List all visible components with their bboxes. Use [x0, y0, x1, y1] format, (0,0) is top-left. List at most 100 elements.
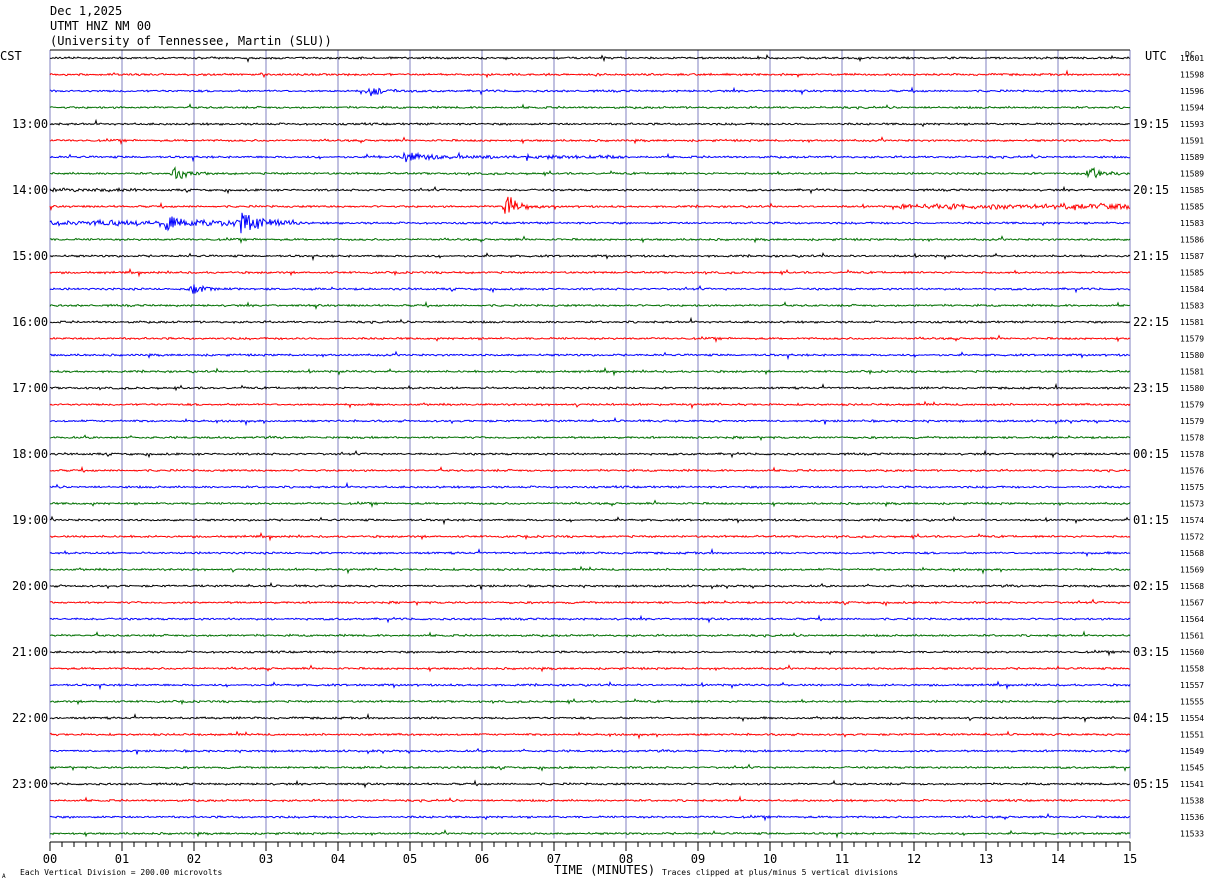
- dc-value-label: 11545: [1180, 764, 1204, 773]
- trace-line: [49, 400, 1131, 410]
- left-hour-label: 19:00: [12, 513, 48, 527]
- x-tick-label: 15: [1123, 852, 1137, 866]
- dc-value-label: 11576: [1180, 467, 1204, 476]
- dc-value-label: 11558: [1180, 665, 1204, 674]
- trace-line: [49, 350, 1131, 361]
- trace-line: [49, 515, 1131, 526]
- trace-line: [49, 69, 1131, 79]
- dc-value-label: 11573: [1180, 500, 1204, 509]
- clip-note: Traces clipped at plus/minus 5 vertical …: [662, 868, 898, 877]
- dc-value-label: 11551: [1180, 731, 1204, 740]
- x-tick-label: 05: [403, 852, 417, 866]
- dc-value-label: 11593: [1180, 120, 1204, 129]
- dc-value-label: 11583: [1180, 219, 1204, 228]
- dc-value-label: 11538: [1180, 797, 1204, 806]
- trace-line: [49, 747, 1131, 755]
- x-tick-label: 02: [187, 852, 201, 866]
- dc-value-label: 11585: [1180, 203, 1204, 212]
- trace-line: [49, 481, 1131, 489]
- dc-value-label: 11591: [1180, 137, 1204, 146]
- trace-line: [49, 698, 1131, 706]
- x-tick-label: 00: [43, 852, 57, 866]
- dc-value-label: 11569: [1180, 566, 1204, 575]
- trace-line: [49, 763, 1131, 772]
- x-tick-label: 09: [691, 852, 705, 866]
- dc-header: DC: [1185, 50, 1195, 59]
- x-tick-label: 14: [1051, 852, 1065, 866]
- trace-line: [49, 212, 1131, 234]
- trace-line: [49, 581, 1131, 590]
- trace-line: [49, 86, 1131, 97]
- trace-line: [49, 531, 1131, 542]
- right-hour-label: 01:15: [1133, 513, 1169, 527]
- right-hour-label: 21:15: [1133, 249, 1169, 263]
- dc-value-label: 11579: [1180, 417, 1204, 426]
- dc-value-label: 11554: [1180, 714, 1204, 723]
- right-hour-label: 05:15: [1133, 777, 1169, 791]
- x-tick-label: 12: [907, 852, 921, 866]
- trace-line: [49, 316, 1131, 325]
- dc-value-label: 11578: [1180, 450, 1204, 459]
- dc-value-label: 11581: [1180, 368, 1204, 377]
- trace-line: [49, 118, 1131, 128]
- right-hour-labels: 19:15 20:15 21:15 22:15 23:15 00:15 01:15 02:15…: [1133, 117, 1169, 791]
- dc-value-label: 11572: [1180, 533, 1204, 542]
- right-hour-label: 02:15: [1133, 579, 1169, 593]
- left-hour-label: 16:00: [12, 315, 48, 329]
- trace-line: [49, 434, 1131, 442]
- dc-value-label: 11533: [1180, 830, 1204, 839]
- left-hour-label: 22:00: [12, 711, 48, 725]
- x-tick-label: 01: [115, 852, 129, 866]
- trace-line: [49, 284, 1131, 294]
- dc-value-label: 11580: [1180, 351, 1204, 360]
- dc-value-label: 11594: [1180, 104, 1204, 113]
- trace-line: [49, 598, 1131, 607]
- trace-line: [49, 366, 1131, 377]
- left-hour-label: 17:00: [12, 381, 48, 395]
- left-timezone-label: CST: [0, 49, 22, 63]
- right-hour-label: 23:15: [1133, 381, 1169, 395]
- trace-line: [49, 712, 1131, 723]
- trace-line: [49, 54, 1131, 63]
- dc-value-label: 11589: [1180, 170, 1204, 179]
- scale-note: Each Vertical Division = 200.00 microvol…: [20, 868, 222, 877]
- trace-line: [49, 680, 1131, 691]
- trace-line: [49, 235, 1131, 245]
- dc-value-label: 11568: [1180, 582, 1204, 591]
- right-hour-label: 22:15: [1133, 315, 1169, 329]
- trace-line: [49, 382, 1131, 392]
- x-axis: 00 01 02 03 04 05 06 07 08 09 10 11 12 13 14 15: [43, 841, 1137, 866]
- dc-value-label: 11536: [1180, 813, 1204, 822]
- dc-value-label: 11561: [1180, 632, 1204, 641]
- dc-value-label: 11568: [1180, 549, 1204, 558]
- left-hour-label: 14:00: [12, 183, 48, 197]
- trace-line: [49, 664, 1131, 673]
- trace-line: [49, 465, 1131, 473]
- dc-value-label: 11596: [1180, 87, 1204, 96]
- right-hour-label: 19:15: [1133, 117, 1169, 131]
- trace-line: [49, 251, 1131, 262]
- x-tick-label: 13: [979, 852, 993, 866]
- trace-line: [49, 565, 1131, 575]
- corner-mark: A: [2, 873, 6, 880]
- left-hour-label: 13:00: [12, 117, 48, 131]
- trace-line: [49, 795, 1131, 803]
- dc-value-label: 11555: [1180, 698, 1204, 707]
- dc-value-label: 11541: [1180, 780, 1204, 789]
- dc-value-label: 11560: [1180, 648, 1204, 657]
- trace-line: [49, 300, 1131, 311]
- trace-line: [49, 499, 1131, 509]
- trace-line: [49, 614, 1131, 624]
- trace-line: [49, 151, 1131, 163]
- trace-line: [49, 185, 1131, 195]
- trace-line: [49, 547, 1131, 558]
- right-hour-label: 04:15: [1133, 711, 1169, 725]
- dc-value-label: 11580: [1180, 384, 1204, 393]
- right-hour-label: 20:15: [1133, 183, 1169, 197]
- right-hour-label: 00:15: [1133, 447, 1169, 461]
- right-timezone-label: UTC: [1145, 49, 1167, 63]
- dc-value-label: 11585: [1180, 186, 1204, 195]
- trace-line: [49, 416, 1131, 427]
- dc-values: 11601 11598 11596 11594 11593 11591 11589 11589…: [1180, 54, 1204, 839]
